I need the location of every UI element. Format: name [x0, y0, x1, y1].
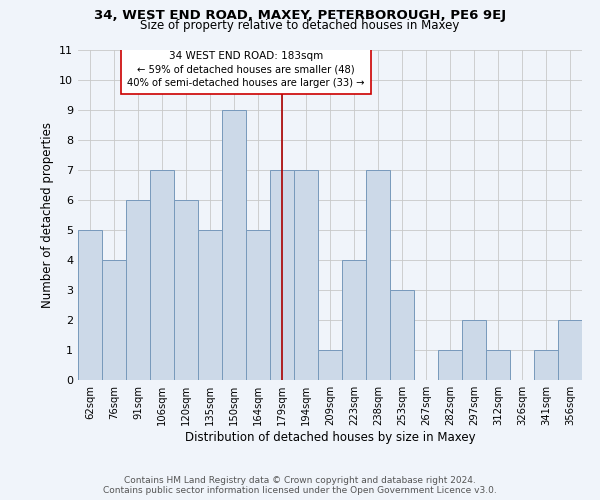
Bar [462, 320, 486, 380]
FancyBboxPatch shape [121, 48, 371, 94]
Bar [222, 110, 246, 380]
Bar [150, 170, 174, 380]
Bar [534, 350, 558, 380]
Text: 34 WEST END ROAD: 183sqm: 34 WEST END ROAD: 183sqm [169, 51, 323, 61]
Bar [102, 260, 126, 380]
X-axis label: Distribution of detached houses by size in Maxey: Distribution of detached houses by size … [185, 431, 475, 444]
Bar [390, 290, 414, 380]
Y-axis label: Number of detached properties: Number of detached properties [41, 122, 53, 308]
Bar [294, 170, 318, 380]
Bar [318, 350, 342, 380]
Bar [78, 230, 102, 380]
Text: Size of property relative to detached houses in Maxey: Size of property relative to detached ho… [140, 19, 460, 32]
Bar [366, 170, 390, 380]
Bar [558, 320, 582, 380]
Bar [198, 230, 222, 380]
Text: Contains HM Land Registry data © Crown copyright and database right 2024.
Contai: Contains HM Land Registry data © Crown c… [103, 476, 497, 495]
Text: 40% of semi-detached houses are larger (33) →: 40% of semi-detached houses are larger (… [127, 78, 365, 88]
Text: ← 59% of detached houses are smaller (48): ← 59% of detached houses are smaller (48… [137, 65, 355, 75]
Bar [126, 200, 150, 380]
Text: 34, WEST END ROAD, MAXEY, PETERBOROUGH, PE6 9EJ: 34, WEST END ROAD, MAXEY, PETERBOROUGH, … [94, 9, 506, 22]
Bar [174, 200, 198, 380]
Bar [486, 350, 510, 380]
Bar [438, 350, 462, 380]
Bar [270, 170, 294, 380]
Bar [342, 260, 366, 380]
Bar [246, 230, 270, 380]
